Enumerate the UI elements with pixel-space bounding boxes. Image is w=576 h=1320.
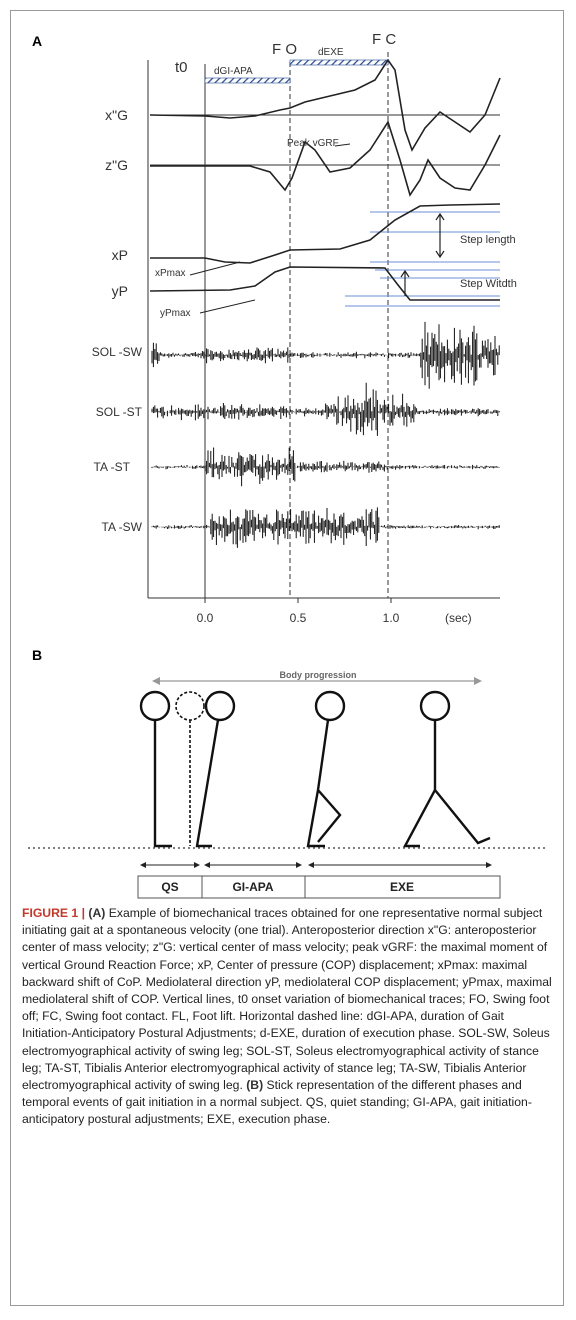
emg-trace: [151, 507, 500, 548]
head: [175, 691, 205, 721]
arrow: [400, 212, 445, 296]
trace-label: SOL -SW: [92, 345, 143, 359]
trace-label: yP: [112, 283, 128, 299]
progression-label: Body progression: [279, 670, 356, 680]
phase-label: QS: [161, 880, 178, 894]
stick-figure: [402, 720, 491, 848]
annotation: Step Witdth: [460, 278, 517, 290]
event-label: dEXE: [318, 47, 344, 58]
caption: FIGURE 1 | (A) Example of biomechanical …: [22, 905, 554, 1129]
trace-label: SOL -ST: [96, 405, 143, 419]
stick-figure: [306, 719, 342, 848]
stick-figure: [195, 719, 220, 848]
caption-text: Stick representation of the different ph…: [22, 1078, 532, 1127]
event-label: dGI-APA: [214, 66, 253, 77]
phase-box: [137, 875, 501, 899]
trace: [149, 266, 500, 301]
event-label: F O: [272, 41, 297, 58]
annotation: Step length: [460, 234, 516, 246]
pointer: [334, 143, 351, 147]
head: [204, 690, 236, 722]
figure: A t0 F O F C dGI-APA dEXE x"G z"G xP yP …: [28, 31, 548, 899]
emg-trace: [151, 321, 500, 389]
trace: [149, 58, 501, 152]
axis-unit: (sec): [445, 611, 472, 625]
x-tick-label: 1.0: [383, 611, 400, 625]
annotation: yPmax: [160, 308, 191, 319]
figure-frame: [10, 10, 564, 1306]
event-label: t0: [175, 59, 188, 76]
head: [314, 690, 346, 722]
trace: [150, 203, 501, 264]
phase-label: GI-APA: [232, 880, 273, 894]
trace: [150, 120, 501, 197]
annotation: xPmax: [155, 268, 186, 279]
caption-label: (A): [88, 906, 106, 920]
stick-figure: [153, 720, 172, 848]
trace-label: z"G: [105, 157, 128, 173]
caption-text: Example of biomechanical traces obtained…: [22, 906, 552, 1093]
panel-label: B: [32, 647, 42, 663]
panel-label: A: [32, 33, 42, 49]
head: [419, 690, 451, 722]
trace-label: x"G: [105, 107, 128, 123]
figure-label: FIGURE 1 |: [22, 906, 86, 920]
x-tick-label: 0.0: [197, 611, 214, 625]
emg-trace: [151, 447, 500, 487]
annotation: Peak vGRF: [287, 138, 339, 149]
trace-label: xP: [112, 247, 128, 263]
x-tick-label: 0.5: [290, 611, 307, 625]
phase-label: EXE: [390, 880, 414, 894]
head: [139, 690, 171, 722]
duration-bar: [204, 77, 291, 84]
emg-trace: [151, 382, 500, 436]
duration-bar: [289, 59, 389, 66]
pointer: [189, 261, 256, 314]
event-label: F C: [372, 31, 396, 48]
caption-label: (B): [246, 1078, 264, 1093]
trace-label: TA -SW: [102, 520, 143, 534]
trace-label: TA -ST: [94, 460, 131, 474]
